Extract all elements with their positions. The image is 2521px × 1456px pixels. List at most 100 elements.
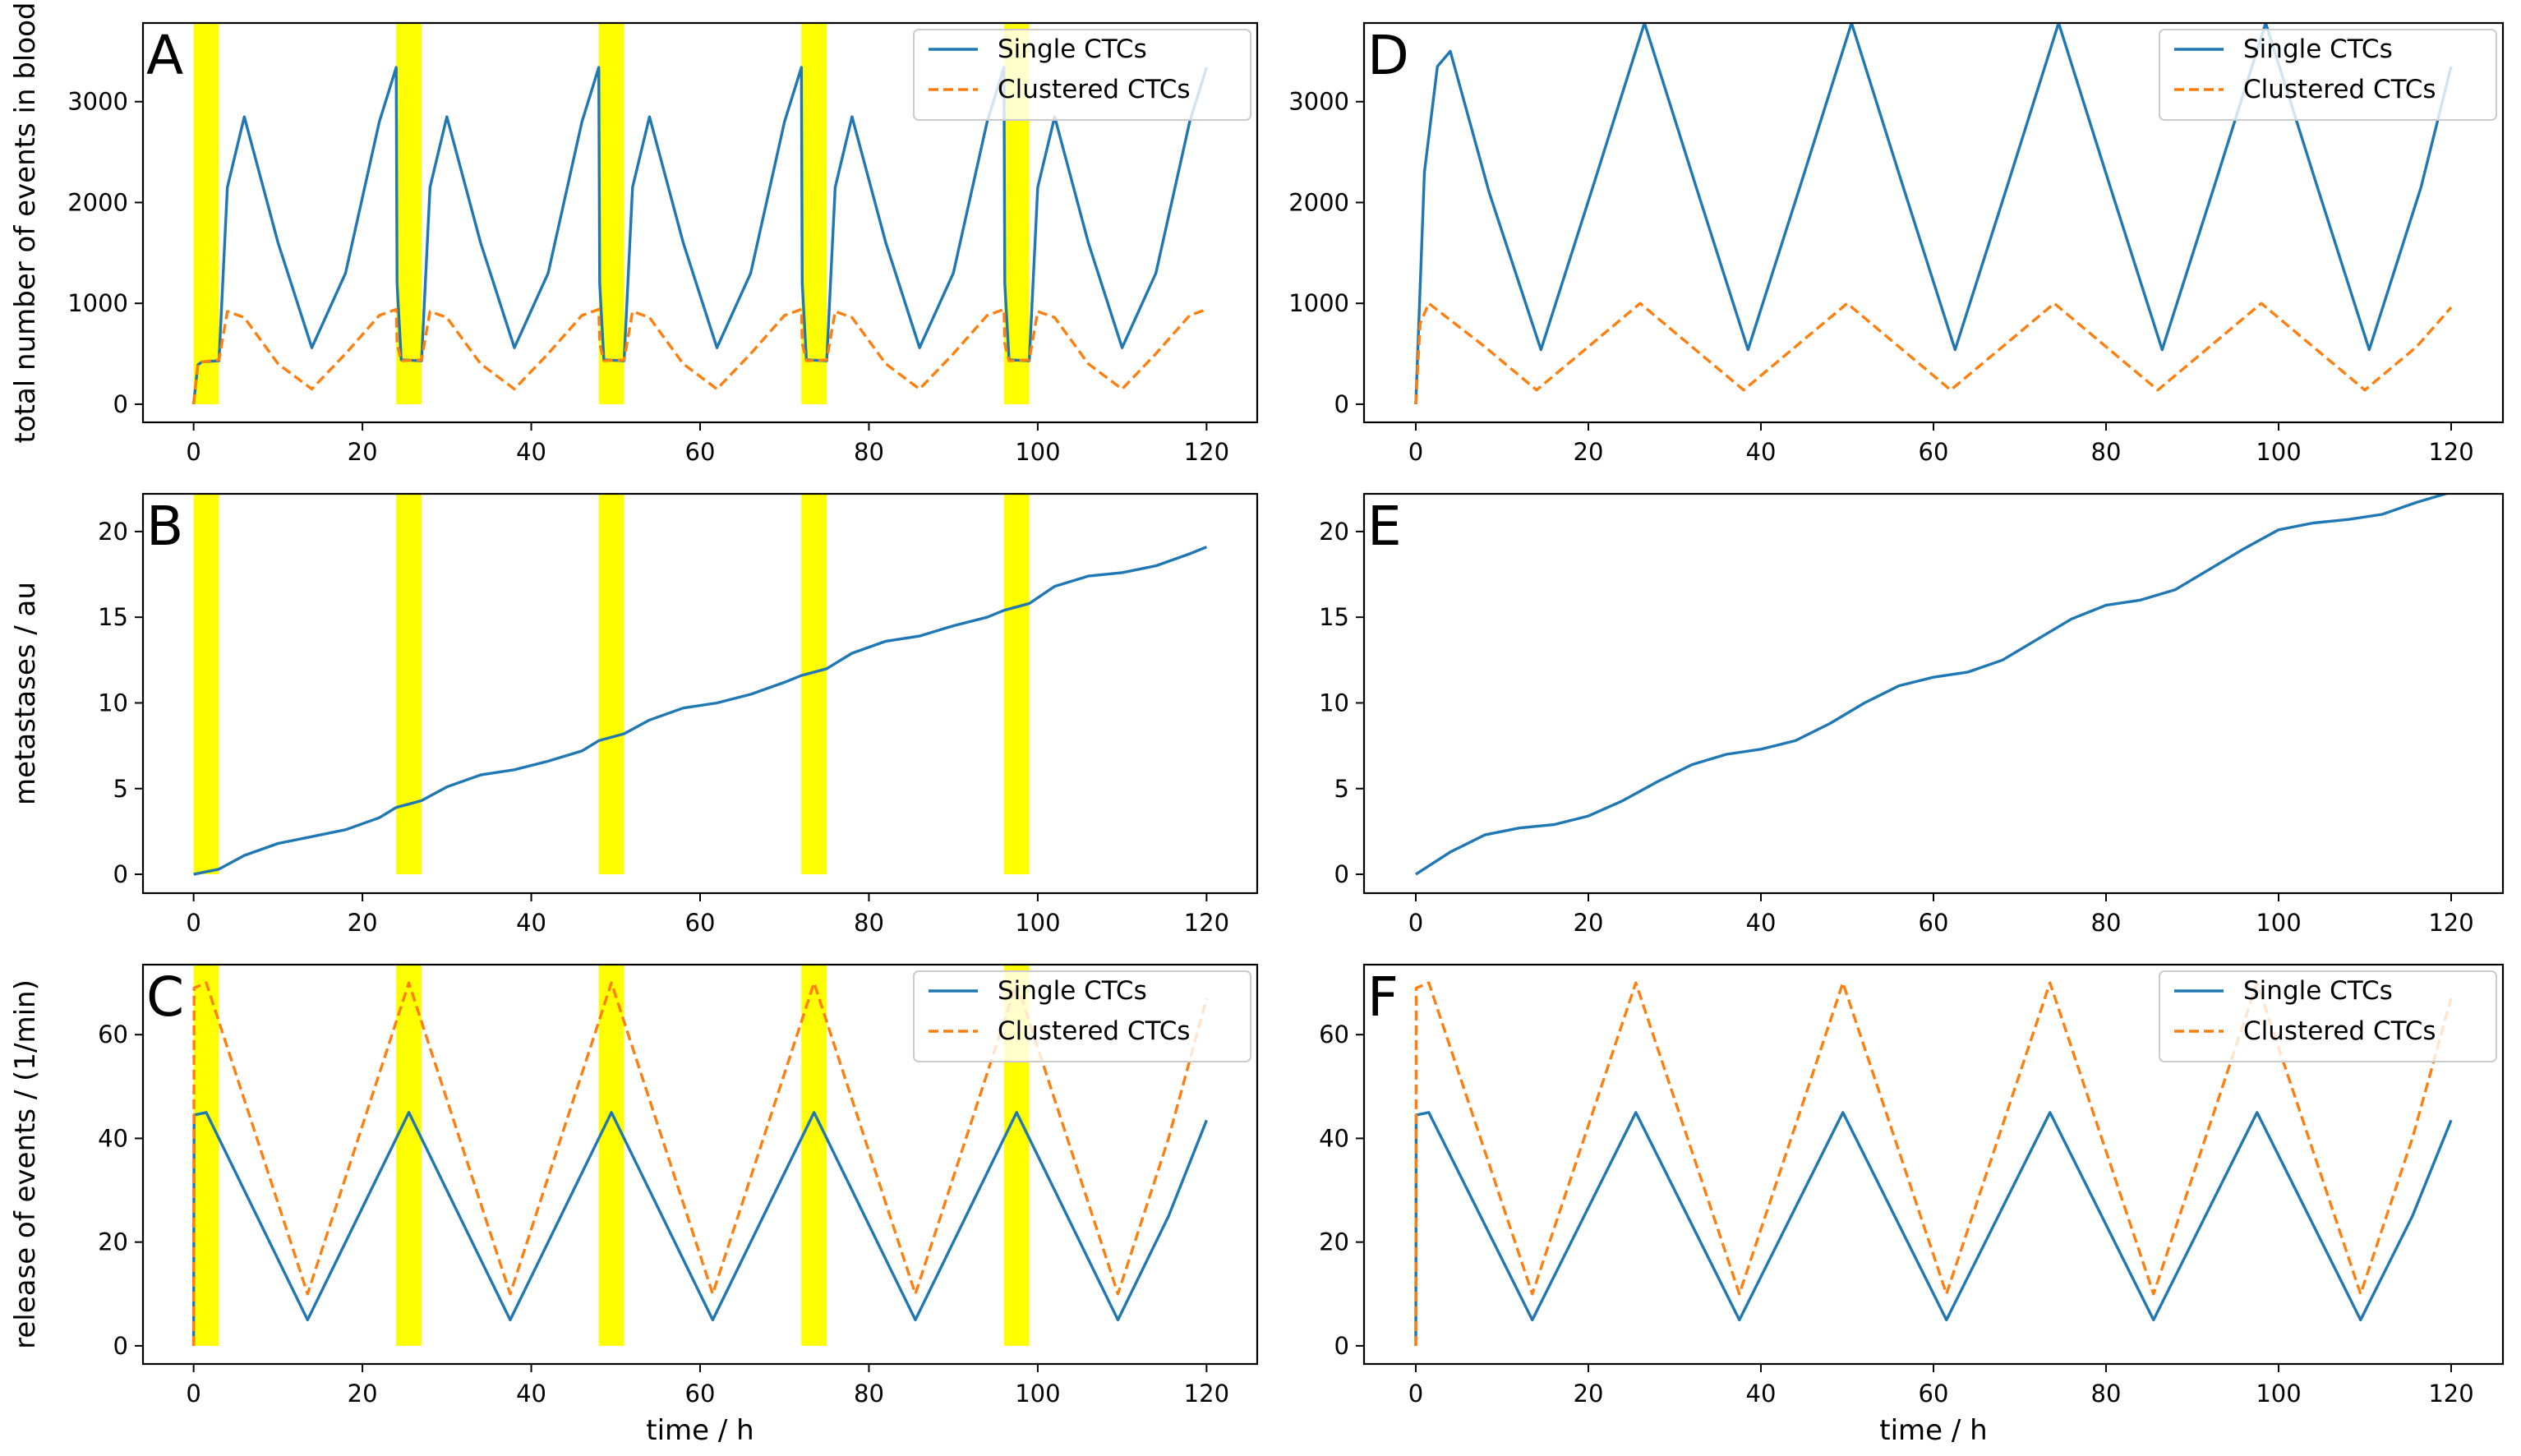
panel-d-ytick-label-0: 0 xyxy=(1334,390,1349,418)
panel-a-legend-box xyxy=(913,29,1251,121)
panel-d-xtick-label-4: 80 xyxy=(2091,438,2122,466)
panel-e-xtick-label-1: 20 xyxy=(1574,909,1604,937)
panel-b-ytick-label-0: 0 xyxy=(113,860,128,888)
panel-b-plot-area xyxy=(193,546,1208,876)
panel-f-legend-box xyxy=(2159,970,2497,1062)
panel-f-legend: Single CTCs Clustered CTCs xyxy=(2159,970,2497,1062)
panel-b-highlight-band-2 xyxy=(598,494,624,875)
panel-e-ytick-label-2: 10 xyxy=(1319,689,1349,716)
panel-c-ytick-label-1: 20 xyxy=(98,1228,128,1256)
panel-e-ytick-label-3: 15 xyxy=(1319,603,1349,631)
panel-f-xtick-label-5: 100 xyxy=(2256,1380,2301,1408)
panel-b-ylabel: metastases / au xyxy=(9,582,42,805)
panel-e-xtick-label-4: 80 xyxy=(2091,909,2122,937)
panel-c-highlight-band-0 xyxy=(193,965,219,1346)
panel-c-highlight-band-1 xyxy=(396,965,422,1346)
panel-d-xtick-label-6: 120 xyxy=(2428,438,2473,466)
panel-e-plot-area xyxy=(1415,494,2450,876)
panel-c-series-clustered-line xyxy=(191,981,1209,1346)
panel-a-legend-clustered-label: Clustered CTCs xyxy=(998,75,1191,104)
panel-b-xtick-label-2: 40 xyxy=(516,909,546,937)
panel-b-xtick-label-3: 60 xyxy=(685,909,716,937)
panel-d-ytick-label-1: 1000 xyxy=(1288,289,1349,317)
panel-e-xtick-label-5: 100 xyxy=(2256,909,2301,937)
panel-c-plot-area xyxy=(191,981,1209,1346)
panel-b-ytick-label-3: 15 xyxy=(98,603,128,631)
panel-c-legend: Single CTCs Clustered CTCs xyxy=(913,970,1251,1062)
panel-b-xtick-label-0: 0 xyxy=(186,909,200,937)
panel-b-ytick-label-1: 5 xyxy=(113,775,128,803)
panel-a-xtick-label-2: 40 xyxy=(516,438,546,466)
panel-e-xtick-label-6: 120 xyxy=(2428,909,2473,937)
panel-d-xtick-label-2: 40 xyxy=(1746,438,1777,466)
panel-a-legend: Single CTCs Clustered CTCs xyxy=(913,29,1251,121)
panel-d-xtick-label-1: 20 xyxy=(1574,438,1604,466)
panel-b-highlight-band-1 xyxy=(396,494,422,875)
panel-d-xtick-label-5: 100 xyxy=(2256,438,2301,466)
panel-c-ytick-label-2: 40 xyxy=(98,1124,128,1152)
panel-a-xtick-label-5: 100 xyxy=(1015,438,1060,466)
panel-e-xtick-label-3: 60 xyxy=(1919,909,1949,937)
panel-d-legend-single-label: Single CTCs xyxy=(2243,35,2393,64)
panel-d: 0 20 40 60 80 100 120 0 1000 2000 3000 D Single CTCs… xyxy=(1288,21,2505,466)
panel-d-legend-clustered-label: Clustered CTCs xyxy=(2243,75,2436,104)
panel-a-ytick-label-0: 0 xyxy=(113,390,128,418)
panel-b-xtick-label-4: 80 xyxy=(854,909,884,937)
panel-f-legend-single-label: Single CTCs xyxy=(2243,976,2393,1006)
panel-a-plot-area xyxy=(191,66,1209,405)
panel-c-xtick-label-1: 20 xyxy=(348,1380,378,1408)
panel-d-xtick-label-0: 0 xyxy=(1408,438,1423,466)
panel-c-xtick-label-6: 120 xyxy=(1184,1380,1229,1408)
panel-f-xtick-label-6: 120 xyxy=(2428,1380,2473,1408)
panel-c-ylabel: release of events / (1/min) xyxy=(9,979,42,1349)
panel-c-ytick-label-3: 60 xyxy=(98,1021,128,1048)
panel-e-xtick-label-2: 40 xyxy=(1746,909,1777,937)
panel-a-ylabel: total number of events in blood xyxy=(9,2,42,443)
panel-c-legend-single-label: Single CTCs xyxy=(998,976,1147,1006)
panel-a-xtick-label-0: 0 xyxy=(186,438,200,466)
panel-c-ytick-label-0: 0 xyxy=(113,1332,128,1360)
panel-c-legend-clustered-label: Clustered CTCs xyxy=(998,1016,1191,1046)
panel-a-series-single-line xyxy=(191,66,1209,405)
panel-f-xtick-label-1: 20 xyxy=(1574,1380,1604,1408)
panel-a-letter: A xyxy=(146,24,183,87)
panel-c-xtick-label-4: 80 xyxy=(854,1380,884,1408)
panel-b-highlight-band-0 xyxy=(193,494,219,875)
panel-e-letter: E xyxy=(1367,495,1402,558)
panel-b-letter: B xyxy=(146,495,183,558)
panel-a-ytick-label-2: 2000 xyxy=(67,188,128,216)
panel-f-legend-clustered-label: Clustered CTCs xyxy=(2243,1016,2436,1046)
panel-c-legend-box xyxy=(913,970,1251,1062)
panel-d-legend: Single CTCs Clustered CTCs xyxy=(2159,29,2497,121)
panel-c-highlight-band-3 xyxy=(801,965,827,1346)
panel-c-xlabel: time / h xyxy=(646,1414,754,1447)
panel-d-letter: D xyxy=(1367,24,1409,87)
panel-f-ytick-label-0: 0 xyxy=(1334,1332,1349,1360)
panel-f-xtick-label-4: 80 xyxy=(2091,1380,2122,1408)
panel-a-xtick-label-3: 60 xyxy=(685,438,716,466)
panel-e: 0 20 40 60 80 100 120 0 5 10 15 20 E xyxy=(1319,492,2505,937)
panel-d-ytick-label-3: 3000 xyxy=(1288,88,1349,116)
panel-b-highlight-band-4 xyxy=(1003,494,1030,875)
panel-e-xtick-label-0: 0 xyxy=(1408,909,1423,937)
panel-d-legend-box xyxy=(2159,29,2497,121)
panel-c-xtick-label-3: 60 xyxy=(685,1380,716,1408)
panel-e-ytick-label-1: 5 xyxy=(1334,775,1349,803)
panel-f-ytick-label-1: 20 xyxy=(1319,1228,1349,1256)
panel-a-highlight-band-0 xyxy=(193,23,219,404)
panel-a-ytick-label-1: 1000 xyxy=(67,289,128,317)
panel-b-highlight-band-3 xyxy=(801,494,827,875)
panel-d-ytick-label-2: 2000 xyxy=(1288,188,1349,216)
panel-f-xtick-label-2: 40 xyxy=(1746,1380,1777,1408)
panel-c-series-single-line xyxy=(191,1111,1208,1346)
panel-b-ytick-label-2: 10 xyxy=(98,689,128,716)
panel-d-xtick-label-3: 60 xyxy=(1919,438,1949,466)
panel-b-ytick-label-4: 20 xyxy=(98,518,128,546)
panel-c-xtick-label-5: 100 xyxy=(1015,1380,1060,1408)
panel-c-letter: C xyxy=(146,965,184,1029)
